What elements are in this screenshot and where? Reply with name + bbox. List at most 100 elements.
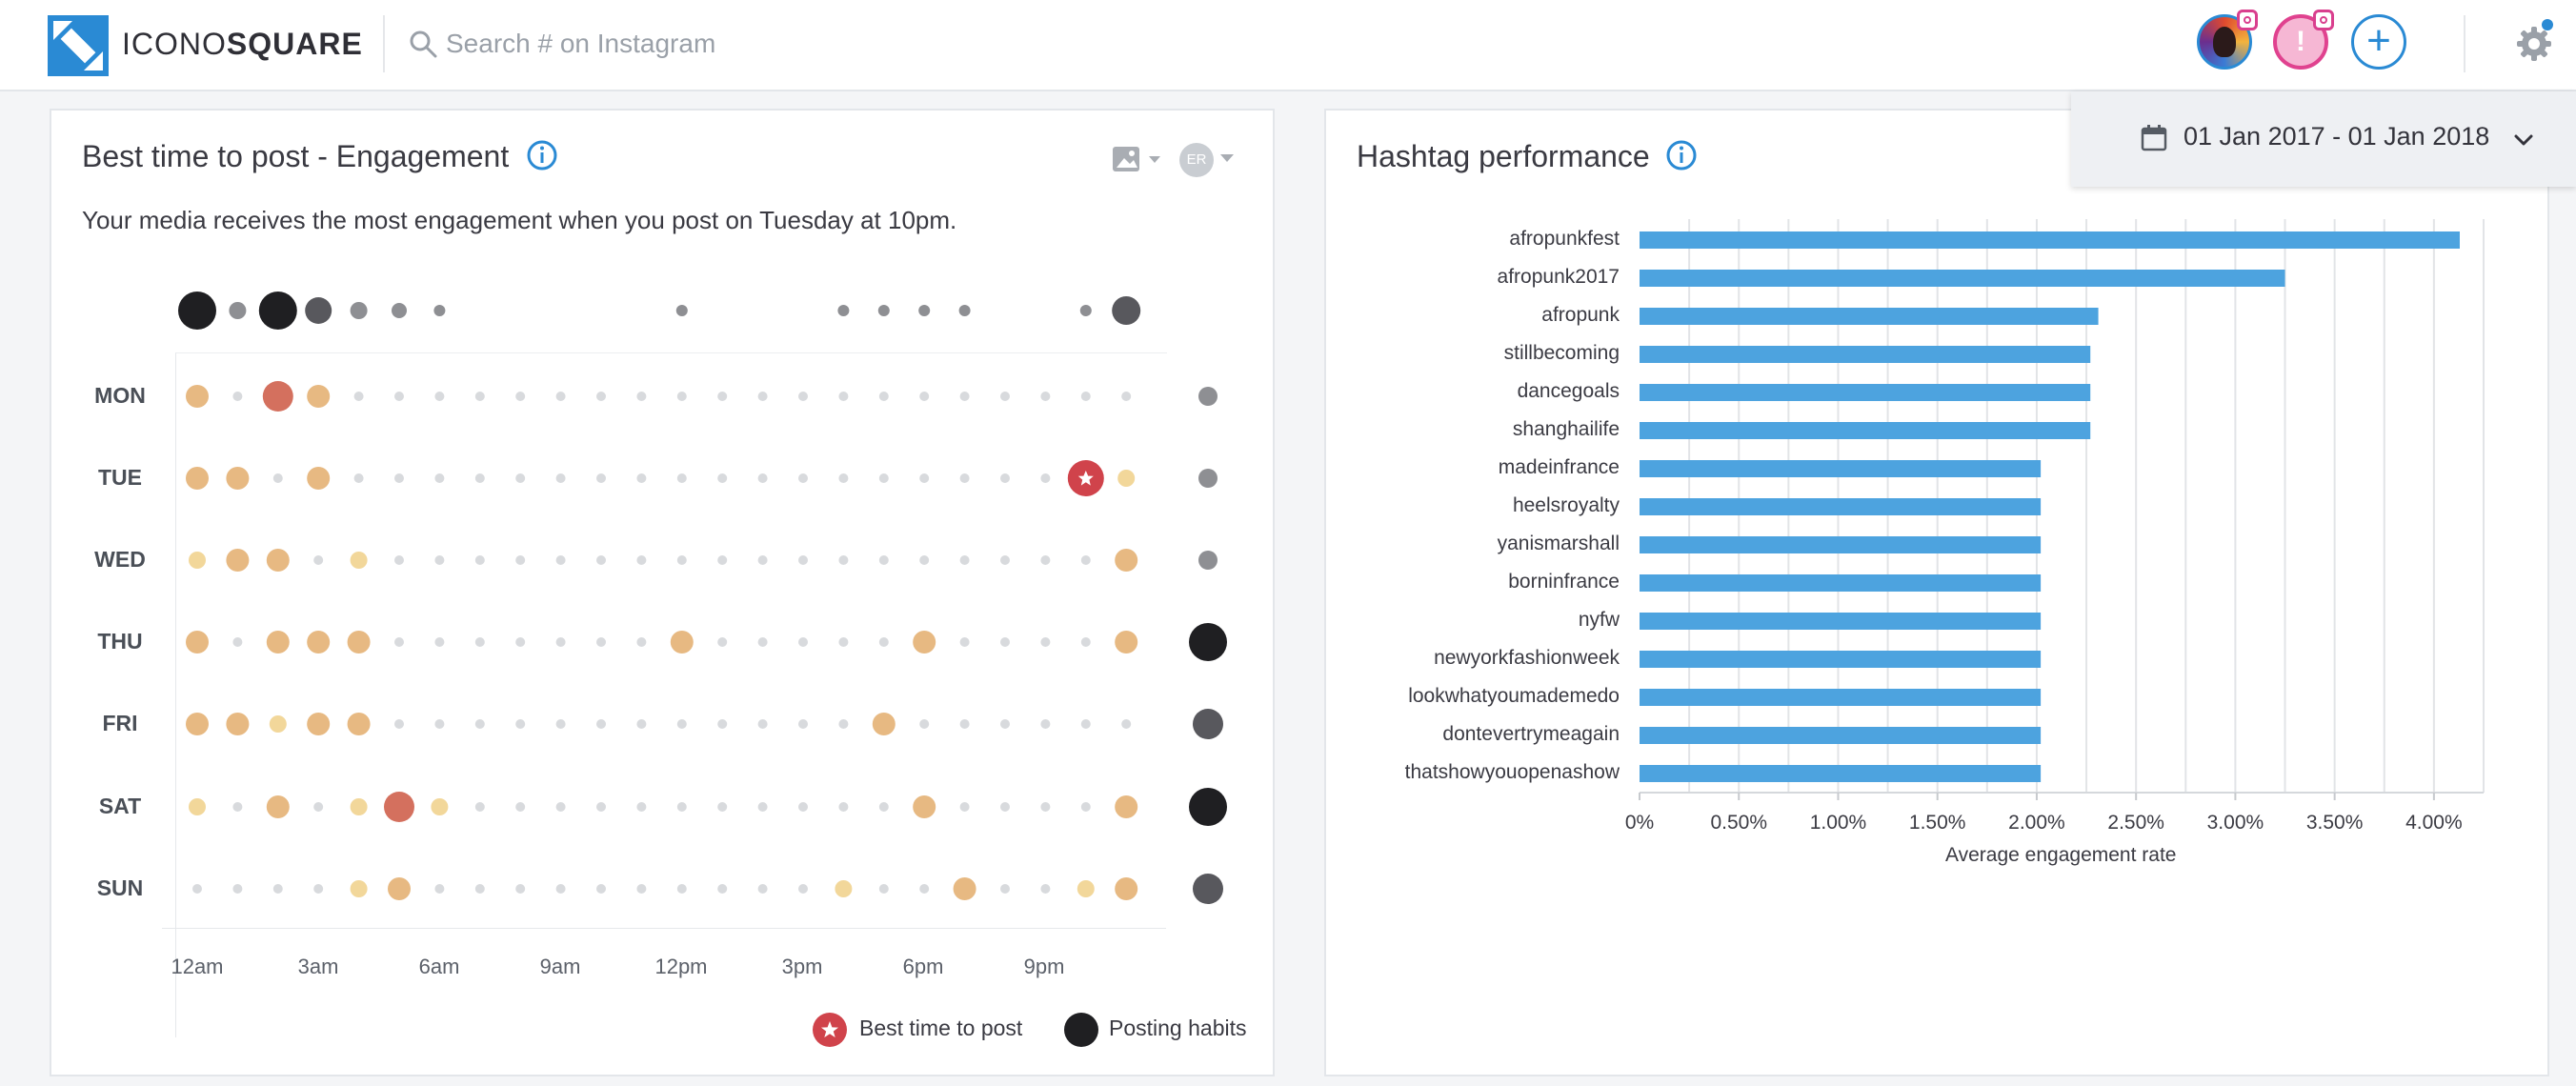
engagement-dot[interactable] xyxy=(913,795,936,818)
engagement-dot[interactable] xyxy=(757,473,768,483)
engagement-dot[interactable] xyxy=(394,555,404,565)
engagement-dot[interactable] xyxy=(838,473,849,483)
engagement-dot[interactable] xyxy=(636,884,647,894)
engagement-dot[interactable] xyxy=(676,473,687,483)
posting-habit-dot[interactable] xyxy=(178,292,216,330)
posting-habit-dot[interactable] xyxy=(1112,296,1141,325)
hashtag-bar[interactable] xyxy=(1640,536,2042,553)
engagement-dot[interactable] xyxy=(1040,884,1051,894)
engagement-dot[interactable] xyxy=(1040,719,1051,729)
engagement-dot[interactable] xyxy=(186,631,209,654)
engagement-dot[interactable] xyxy=(878,884,889,894)
engagement-dot[interactable] xyxy=(266,795,290,818)
engagement-dot[interactable] xyxy=(959,392,970,401)
hashtag-bar[interactable] xyxy=(1640,270,2285,287)
hashtag-bar[interactable] xyxy=(1640,498,2042,515)
engagement-dot[interactable] xyxy=(350,798,368,815)
engagement-dot[interactable] xyxy=(269,715,287,733)
engagement-dot[interactable] xyxy=(313,555,324,565)
engagement-dot[interactable] xyxy=(717,802,728,812)
engagement-dot[interactable] xyxy=(878,802,889,812)
engagement-dot[interactable] xyxy=(192,884,202,894)
posting-habit-dot[interactable] xyxy=(433,305,446,316)
metric-dropdown[interactable]: ER xyxy=(1179,141,1240,179)
hashtag-bar[interactable] xyxy=(1640,765,2042,782)
engagement-dot[interactable] xyxy=(757,637,768,647)
engagement-dot[interactable] xyxy=(676,802,687,812)
engagement-dot[interactable] xyxy=(232,392,243,401)
engagement-dot[interactable] xyxy=(1115,795,1138,818)
engagement-dot[interactable] xyxy=(474,473,485,483)
engagement-dot[interactable] xyxy=(515,392,526,401)
engagement-dot[interactable] xyxy=(232,637,243,647)
engagement-dot[interactable] xyxy=(757,884,768,894)
engagement-dot[interactable] xyxy=(913,631,936,654)
engagement-dot[interactable] xyxy=(596,392,606,401)
engagement-dot[interactable] xyxy=(959,637,970,647)
posting-habit-dot[interactable] xyxy=(350,302,368,319)
iconosquare-logo-icon[interactable] xyxy=(48,15,109,76)
engagement-dot[interactable] xyxy=(919,884,930,894)
engagement-dot[interactable] xyxy=(307,631,331,654)
engagement-dot[interactable] xyxy=(636,555,647,565)
engagement-dot[interactable] xyxy=(636,802,647,812)
engagement-dot[interactable] xyxy=(434,884,445,894)
engagement-dot[interactable] xyxy=(872,713,896,735)
engagement-dot[interactable] xyxy=(717,884,728,894)
engagement-dot[interactable] xyxy=(1121,392,1132,401)
engagement-dot[interactable] xyxy=(676,884,687,894)
engagement-dot[interactable] xyxy=(676,719,687,729)
engagement-dot[interactable] xyxy=(434,392,445,401)
engagement-dot[interactable] xyxy=(878,473,889,483)
engagement-dot[interactable] xyxy=(474,719,485,729)
engagement-dot[interactable] xyxy=(1115,631,1138,654)
media-type-dropdown[interactable] xyxy=(1111,141,1168,179)
engagement-dot[interactable] xyxy=(1080,802,1091,812)
engagement-dot[interactable] xyxy=(189,798,206,815)
engagement-dot[interactable] xyxy=(1080,637,1091,647)
posting-habit-dot[interactable] xyxy=(1198,469,1218,488)
engagement-dot[interactable] xyxy=(717,473,728,483)
info-icon[interactable] xyxy=(1665,139,1698,171)
hashtag-bar[interactable] xyxy=(1640,384,2091,401)
engagement-dot[interactable] xyxy=(515,637,526,647)
posting-habit-dot[interactable] xyxy=(229,302,247,319)
date-range-picker[interactable]: 01 Jan 2017 - 01 Jan 2018 xyxy=(2071,91,2576,187)
engagement-dot[interactable] xyxy=(1000,719,1010,729)
posting-habit-dot[interactable] xyxy=(305,297,332,324)
hashtag-bar[interactable] xyxy=(1640,727,2042,744)
engagement-dot[interactable] xyxy=(798,884,808,894)
engagement-dot[interactable] xyxy=(350,880,368,897)
engagement-dot[interactable] xyxy=(798,637,808,647)
info-icon[interactable] xyxy=(526,139,558,171)
engagement-dot[interactable] xyxy=(798,802,808,812)
engagement-dot[interactable] xyxy=(347,713,371,735)
engagement-dot[interactable] xyxy=(1117,470,1136,487)
engagement-dot[interactable] xyxy=(394,719,404,729)
engagement-dot[interactable] xyxy=(798,392,808,401)
engagement-dot[interactable] xyxy=(186,467,209,490)
hashtag-bar[interactable] xyxy=(1640,308,2099,325)
engagement-dot[interactable] xyxy=(953,877,976,900)
engagement-dot[interactable] xyxy=(515,473,526,483)
engagement-dot[interactable] xyxy=(676,392,687,401)
engagement-dot[interactable] xyxy=(878,637,889,647)
engagement-dot[interactable] xyxy=(959,719,970,729)
engagement-dot[interactable] xyxy=(226,713,250,735)
engagement-dot[interactable] xyxy=(555,884,566,894)
engagement-dot[interactable] xyxy=(350,552,368,569)
engagement-dot[interactable] xyxy=(474,555,485,565)
engagement-dot[interactable] xyxy=(757,802,768,812)
engagement-dot[interactable] xyxy=(347,631,371,654)
engagement-dot[interactable] xyxy=(1115,549,1138,572)
engagement-dot[interactable] xyxy=(838,802,849,812)
engagement-dot[interactable] xyxy=(1040,802,1051,812)
engagement-dot[interactable] xyxy=(1000,637,1010,647)
hashtag-bar[interactable] xyxy=(1640,613,2042,630)
engagement-dot[interactable] xyxy=(474,637,485,647)
engagement-dot[interactable] xyxy=(757,392,768,401)
engagement-dot[interactable] xyxy=(596,719,606,729)
engagement-dot[interactable] xyxy=(919,473,930,483)
engagement-dot[interactable] xyxy=(1121,719,1132,729)
engagement-dot[interactable] xyxy=(272,884,283,894)
